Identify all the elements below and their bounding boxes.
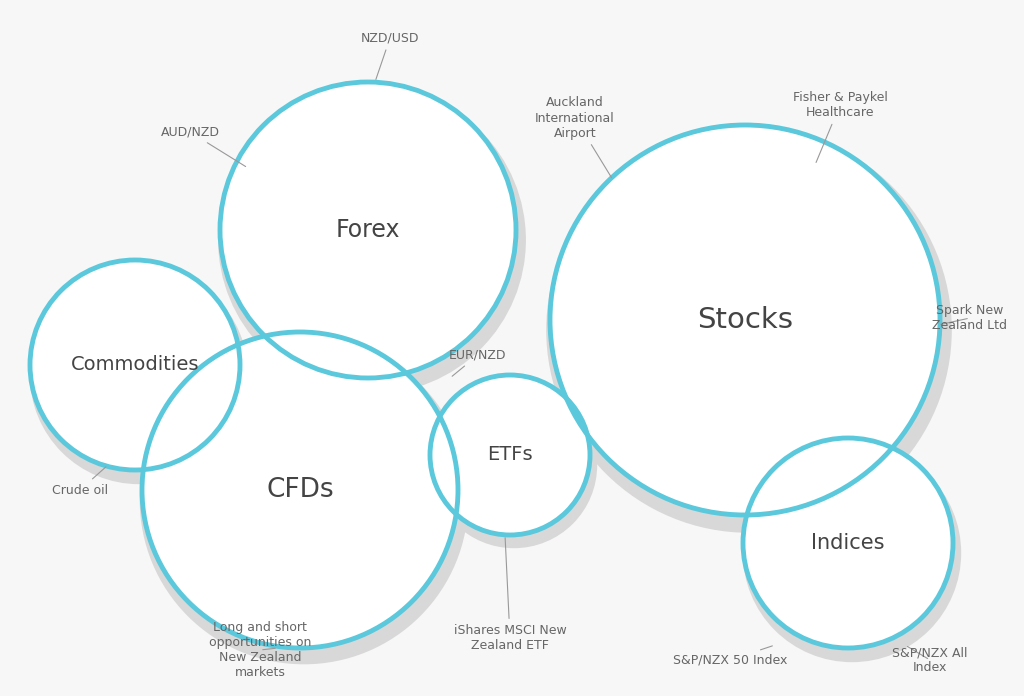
Text: AUD/NZD: AUD/NZD: [161, 125, 246, 166]
Circle shape: [743, 438, 953, 648]
Text: Auckland
International
Airport: Auckland International Airport: [536, 97, 614, 177]
Circle shape: [550, 125, 940, 515]
Circle shape: [139, 335, 468, 664]
Text: S&P/NZX 50 Index: S&P/NZX 50 Index: [673, 646, 787, 667]
Text: CFDs: CFDs: [266, 477, 334, 503]
Circle shape: [218, 86, 526, 394]
Text: EUR/NZD: EUR/NZD: [450, 349, 507, 377]
Circle shape: [430, 375, 590, 535]
Text: Indices: Indices: [811, 533, 885, 553]
Text: Forex: Forex: [336, 218, 400, 242]
Text: Fisher & Paykel
Healthcare: Fisher & Paykel Healthcare: [793, 91, 888, 162]
Circle shape: [30, 266, 248, 484]
Circle shape: [142, 332, 458, 648]
Text: iShares MSCI New
Zealand ETF: iShares MSCI New Zealand ETF: [454, 538, 566, 652]
Text: Stocks: Stocks: [697, 306, 793, 334]
Text: NZD/USD: NZD/USD: [360, 31, 419, 79]
Circle shape: [30, 260, 240, 470]
Circle shape: [220, 82, 516, 378]
Circle shape: [546, 127, 951, 533]
Text: Commodities: Commodities: [71, 356, 200, 374]
Text: Crude oil: Crude oil: [52, 467, 109, 496]
Text: Long and short
opportunities on
New Zealand
markets: Long and short opportunities on New Zeal…: [209, 621, 311, 679]
Text: ETFs: ETFs: [487, 445, 532, 464]
Text: Spark New
Zealand Ltd: Spark New Zealand Ltd: [933, 304, 1008, 332]
Circle shape: [742, 444, 962, 662]
Circle shape: [431, 382, 597, 548]
Text: S&P/NZX All
Index: S&P/NZX All Index: [892, 646, 968, 674]
